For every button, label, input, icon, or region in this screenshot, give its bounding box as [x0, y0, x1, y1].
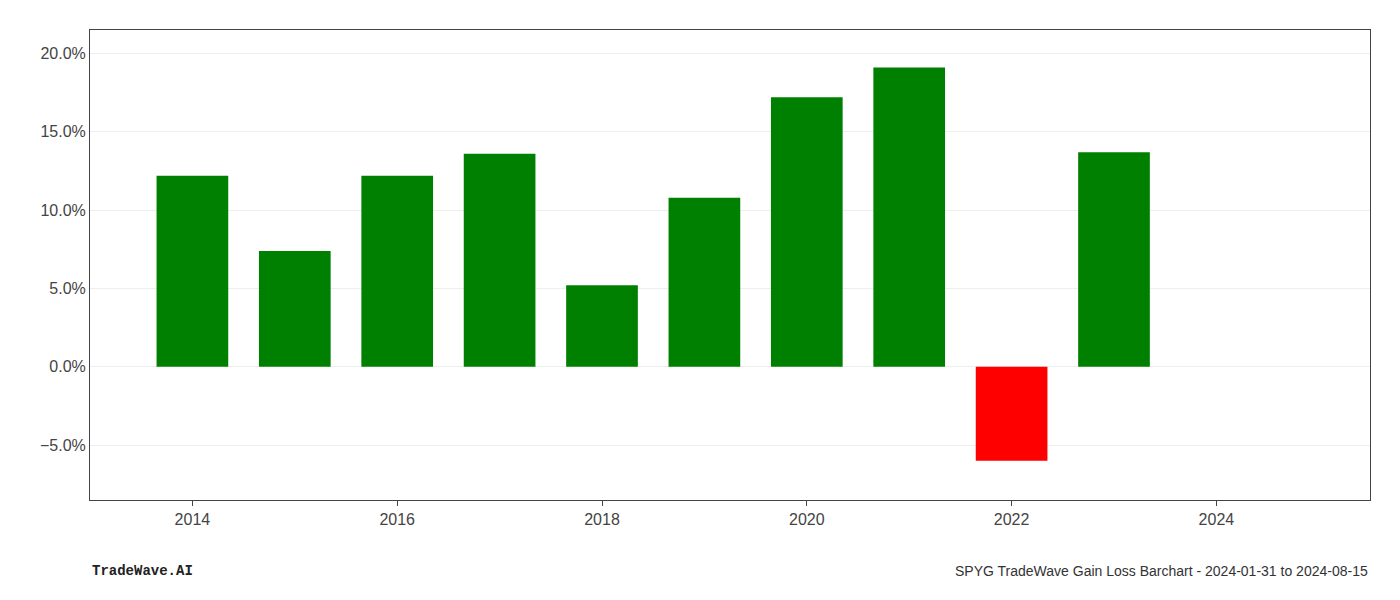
svg-text:−5.0%: −5.0%	[40, 437, 86, 454]
svg-text:2014: 2014	[175, 511, 211, 528]
svg-text:2022: 2022	[994, 511, 1030, 528]
svg-text:0.0%: 0.0%	[49, 358, 85, 375]
svg-text:TradeWave.AI: TradeWave.AI	[92, 563, 193, 579]
svg-text:SPYG TradeWave Gain Loss Barch: SPYG TradeWave Gain Loss Barchart - 2024…	[955, 563, 1368, 579]
svg-text:2016: 2016	[379, 511, 415, 528]
svg-text:2018: 2018	[584, 511, 620, 528]
svg-text:2020: 2020	[789, 511, 825, 528]
svg-text:15.0%: 15.0%	[40, 123, 85, 140]
svg-text:2024: 2024	[1199, 511, 1235, 528]
svg-text:10.0%: 10.0%	[40, 202, 85, 219]
svg-text:5.0%: 5.0%	[49, 280, 85, 297]
svg-text:20.0%: 20.0%	[40, 45, 85, 62]
